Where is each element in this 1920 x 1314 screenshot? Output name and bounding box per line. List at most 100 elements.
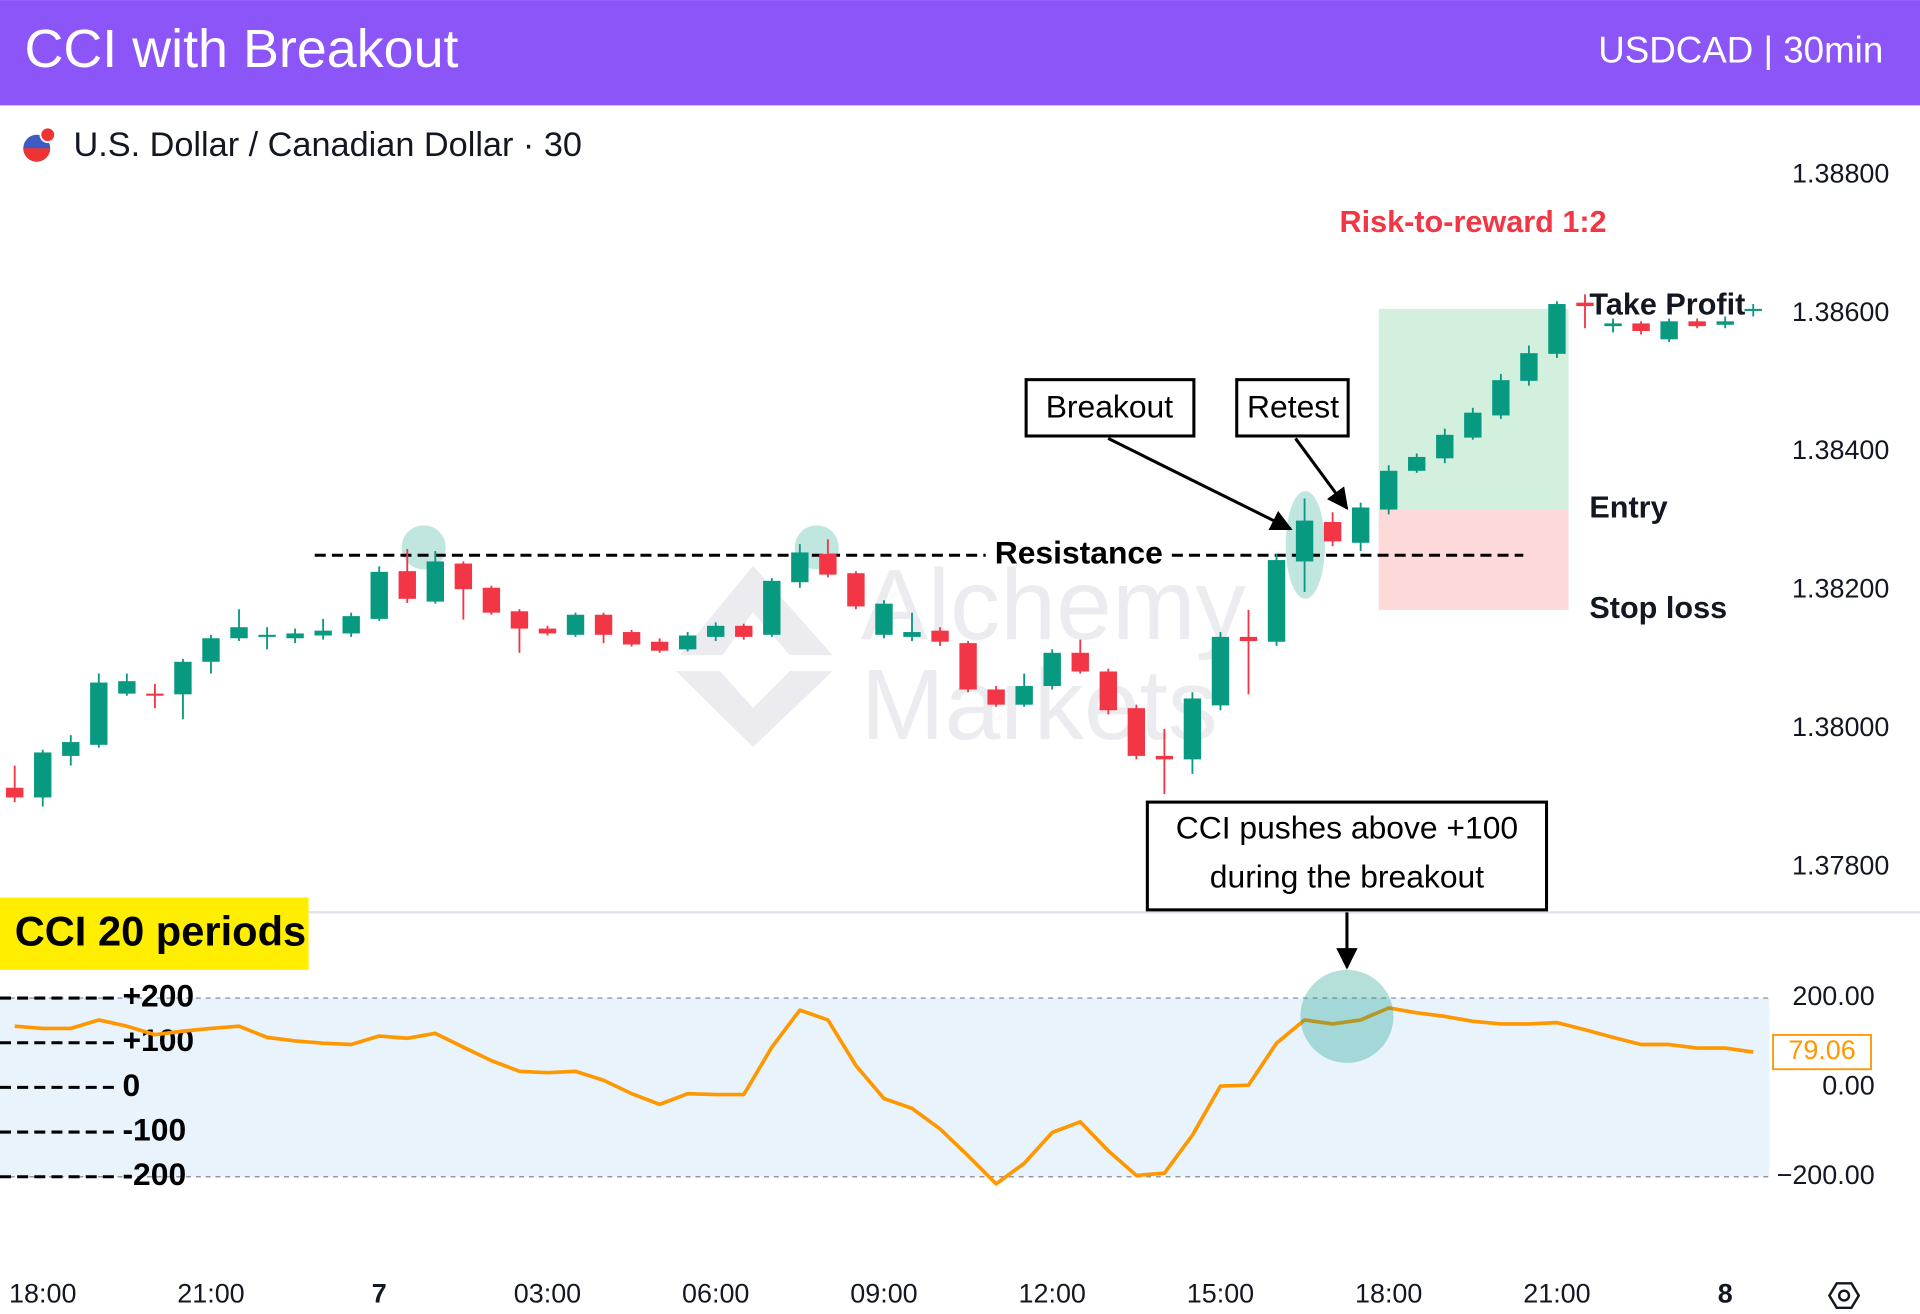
candle-body: [286, 633, 304, 639]
candle-body: [959, 643, 977, 690]
candle-body: [202, 638, 220, 662]
x-tick-label: 21:00: [177, 1279, 244, 1309]
candle-body: [6, 787, 24, 798]
cci-band: [0, 998, 1770, 1177]
y-tick-label: 1.38600: [1792, 297, 1889, 327]
candle-body: [678, 635, 697, 650]
callout-line: CCI pushes above +100: [1176, 810, 1518, 846]
candle-body: [875, 603, 893, 635]
symbol-title: U.S. Dollar / Canadian Dollar · 30: [73, 126, 581, 164]
watermark-text: Alchemy: [861, 549, 1246, 661]
y-tick-label: −200.00: [1777, 1160, 1875, 1190]
candle-body: [370, 571, 388, 619]
breakout-label: Breakout: [1046, 388, 1174, 424]
candle-body: [510, 611, 529, 629]
candle-body: [230, 627, 248, 639]
candle-body: [1548, 304, 1566, 354]
candle-body: [650, 641, 669, 651]
level-label: -200: [122, 1156, 186, 1192]
flag-icon: [23, 126, 57, 162]
candle-body: [174, 661, 192, 695]
candle-body: [1464, 412, 1482, 438]
watermark-text: Markets: [861, 649, 1218, 761]
y-tick-label: 1.38800: [1792, 158, 1889, 188]
candle-body: [398, 571, 416, 599]
y-tick-label: 0.00: [1822, 1071, 1874, 1101]
candle-body: [903, 632, 921, 637]
y-tick-label: 1.38400: [1792, 435, 1889, 465]
candle-body: [1744, 308, 1762, 311]
candle-body: [1351, 507, 1370, 543]
candle-body: [735, 625, 753, 637]
candle-body: [566, 614, 585, 635]
stop-loss-label: Stop loss: [1589, 591, 1727, 625]
breakout-box: [1024, 378, 1196, 438]
trade-title: Risk-to-reward 1:2: [1340, 205, 1607, 239]
candle-body: [1380, 470, 1398, 510]
x-tick-label: 15:00: [1187, 1279, 1254, 1309]
y-tick-label: 200.00: [1792, 981, 1874, 1011]
y-tick-label: 1.37800: [1792, 850, 1889, 880]
candle-body: [1239, 636, 1258, 642]
candle-body: [314, 630, 332, 636]
watermark: [675, 565, 833, 747]
arrow: [1107, 437, 1293, 531]
x-tick-label: 21:00: [1523, 1279, 1590, 1309]
candle-body: [987, 689, 1005, 705]
x-tick-label: 09:00: [850, 1279, 917, 1309]
highlight: [1300, 969, 1394, 1063]
candle-body: [538, 628, 557, 634]
x-tick-label: 12:00: [1019, 1279, 1086, 1309]
level-label: 0: [122, 1067, 140, 1103]
candle-body: [791, 552, 809, 583]
candle-body: [90, 682, 108, 745]
retest-label: Retest: [1247, 388, 1339, 424]
candle-body: [1155, 755, 1174, 760]
candle-body: [34, 752, 52, 798]
candle-body: [1716, 321, 1734, 325]
entry-label: Entry: [1589, 491, 1667, 525]
level-label: -100: [122, 1111, 186, 1147]
cci-line: [14, 1006, 1754, 1186]
candle-body: [1660, 321, 1678, 340]
candle-body: [1604, 323, 1622, 327]
candle-body: [146, 693, 164, 696]
cci-title-box: [0, 897, 309, 970]
candle-body: [847, 573, 865, 607]
candle-body: [1127, 708, 1146, 756]
candle-body: [1015, 686, 1033, 705]
candle-body: [1211, 636, 1230, 706]
candle-body: [482, 587, 501, 613]
candle-body: [1632, 323, 1650, 332]
candle-body: [426, 561, 445, 602]
settings-icon: [1827, 1282, 1861, 1310]
last-value-box: [1772, 1034, 1872, 1071]
last-value-label: 79.06: [1788, 1035, 1855, 1065]
candle-body: [763, 580, 781, 635]
candle-body: [1071, 652, 1089, 672]
candle-body: [1099, 671, 1117, 711]
x-tick-label: 8: [1718, 1279, 1733, 1309]
x-tick-label: 7: [372, 1279, 387, 1309]
cci-title: CCI 20 periods: [15, 907, 306, 954]
candle-body: [454, 563, 473, 590]
header-bar: [0, 0, 1920, 106]
callout-line: during the breakout: [1210, 859, 1484, 895]
x-tick-label: 03:00: [514, 1279, 581, 1309]
candle-body: [342, 616, 360, 634]
retest-box: [1235, 378, 1350, 438]
level-label: +200: [122, 977, 194, 1013]
candle-body: [819, 553, 837, 575]
risk-zone: [1378, 509, 1569, 610]
candle-body: [1408, 456, 1426, 471]
candle-body: [931, 630, 949, 642]
candle-body: [622, 632, 641, 645]
y-tick-label: 1.38200: [1792, 574, 1889, 604]
x-tick-label: 18:00: [9, 1279, 76, 1309]
take-profit-label: Take Profit: [1589, 288, 1745, 322]
candle-body: [1323, 522, 1342, 542]
header-title: CCI with Breakout: [24, 19, 458, 79]
resistance-label: Resistance: [995, 535, 1163, 571]
